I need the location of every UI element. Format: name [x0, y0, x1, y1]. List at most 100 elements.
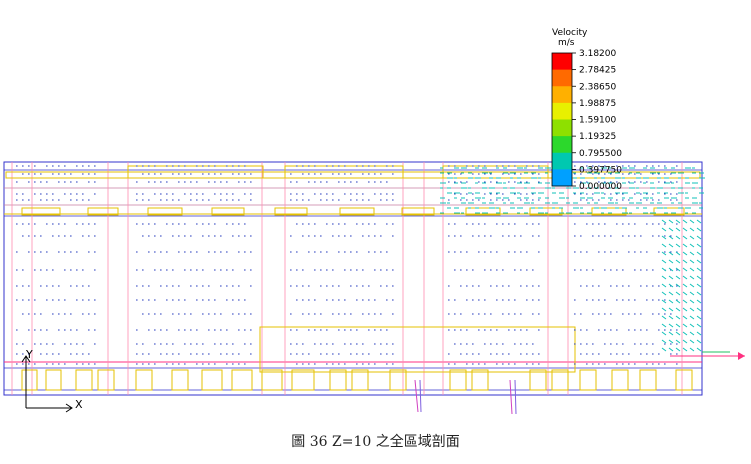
domain-frame [3, 161, 703, 396]
velocity-vector [682, 251, 688, 256]
velocity-vector [696, 339, 702, 344]
velocity-vector [661, 299, 667, 304]
velocity-vector [661, 291, 667, 296]
velocity-vector [682, 339, 688, 344]
velocity-vector [696, 275, 702, 280]
velocity-vector [675, 267, 681, 272]
legend-tick-label: 0.000000 [579, 182, 622, 192]
velocity-vector [675, 331, 681, 336]
velocity-vector [689, 251, 695, 256]
velocity-vector [689, 307, 695, 312]
velocity-vector [661, 219, 667, 224]
legend-tick-label: 1.59100 [579, 116, 616, 126]
velocity-vector [668, 307, 674, 312]
velocity-vector [689, 227, 695, 232]
legend-tick-label: 2.38650 [579, 82, 616, 92]
velocity-vector [661, 283, 667, 288]
velocity-vector [668, 299, 674, 304]
velocity-vector [689, 235, 695, 240]
legend-color-segment [552, 102, 572, 120]
legend-color-segment [552, 152, 572, 170]
velocity-vector [675, 219, 681, 224]
velocity-vector [696, 315, 702, 320]
velocity-vector-field [16, 165, 705, 365]
legend-color-segment [552, 69, 572, 87]
velocity-vector [675, 307, 681, 312]
velocity-vector [675, 283, 681, 288]
velocity-vector [682, 235, 688, 240]
velocity-vector [689, 315, 695, 320]
velocity-vector [682, 275, 688, 280]
velocity-vector [661, 307, 667, 312]
velocity-vector [696, 347, 702, 352]
velocity-vector [668, 235, 674, 240]
upper-equipment [4, 165, 702, 216]
velocity-vector [675, 259, 681, 264]
velocity-vector [696, 307, 702, 312]
velocity-vector [668, 323, 674, 328]
velocity-vector [675, 227, 681, 232]
velocity-vector [696, 291, 702, 296]
velocity-vector [689, 243, 695, 248]
legend-unit: m/s [558, 38, 575, 48]
velocity-vector [668, 275, 674, 280]
velocity-vector [668, 331, 674, 336]
velocity-vector [661, 331, 667, 336]
velocity-legend: Velocity m/s 3.18200 2.78425 2.38650 1.9887… [551, 28, 622, 192]
velocity-vector [689, 291, 695, 296]
velocity-vector [661, 251, 667, 256]
velocity-vector [668, 339, 674, 344]
velocity-vector [668, 315, 674, 320]
velocity-vector [689, 267, 695, 272]
velocity-vector [675, 339, 681, 344]
legend-tick-label: 1.19325 [579, 132, 616, 142]
velocity-vector [696, 251, 702, 256]
axis-label-x: X [75, 398, 83, 411]
velocity-vector [675, 235, 681, 240]
velocity-vector [661, 315, 667, 320]
velocity-vector [668, 283, 674, 288]
coordinate-axes [21, 355, 73, 413]
legend-tick-label: 3.18200 [579, 49, 616, 59]
velocity-vector [682, 283, 688, 288]
legend-tick-label: 0.397750 [579, 165, 622, 175]
outlet-jets [414, 351, 745, 415]
velocity-vector [689, 299, 695, 304]
legend-color-segment [552, 136, 572, 154]
velocity-vector [696, 227, 702, 232]
velocity-vector [696, 299, 702, 304]
velocity-vector [696, 323, 702, 328]
velocity-vector [675, 299, 681, 304]
velocity-vector [696, 283, 702, 288]
velocity-vector [668, 251, 674, 256]
velocity-vector [661, 347, 667, 352]
velocity-vector [668, 227, 674, 232]
legend-color-segment [552, 86, 572, 104]
lower-equipment [21, 326, 693, 391]
velocity-vector [668, 267, 674, 272]
velocity-vector [675, 291, 681, 296]
velocity-vector [696, 235, 702, 240]
legend-color-segment [552, 119, 572, 137]
velocity-vector [689, 219, 695, 224]
velocity-vector [675, 251, 681, 256]
velocity-vector [661, 323, 667, 328]
velocity-vector [689, 275, 695, 280]
velocity-vector [689, 259, 695, 264]
velocity-vector [682, 219, 688, 224]
legend-tick-labels: 3.18200 2.78425 2.38650 1.98875 1.59100 1.193… [572, 49, 622, 192]
velocity-vector [661, 235, 667, 240]
velocity-vector [689, 323, 695, 328]
velocity-vector [696, 259, 702, 264]
velocity-vector [668, 243, 674, 248]
velocity-vector [682, 243, 688, 248]
velocity-vector [668, 347, 674, 352]
velocity-vector [682, 259, 688, 264]
legend-color-bar [551, 52, 573, 187]
velocity-vector [661, 227, 667, 232]
velocity-vector [668, 259, 674, 264]
legend-color-segment [552, 169, 572, 187]
velocity-vector [675, 347, 681, 352]
velocity-vector [696, 243, 702, 248]
velocity-vector [661, 259, 667, 264]
